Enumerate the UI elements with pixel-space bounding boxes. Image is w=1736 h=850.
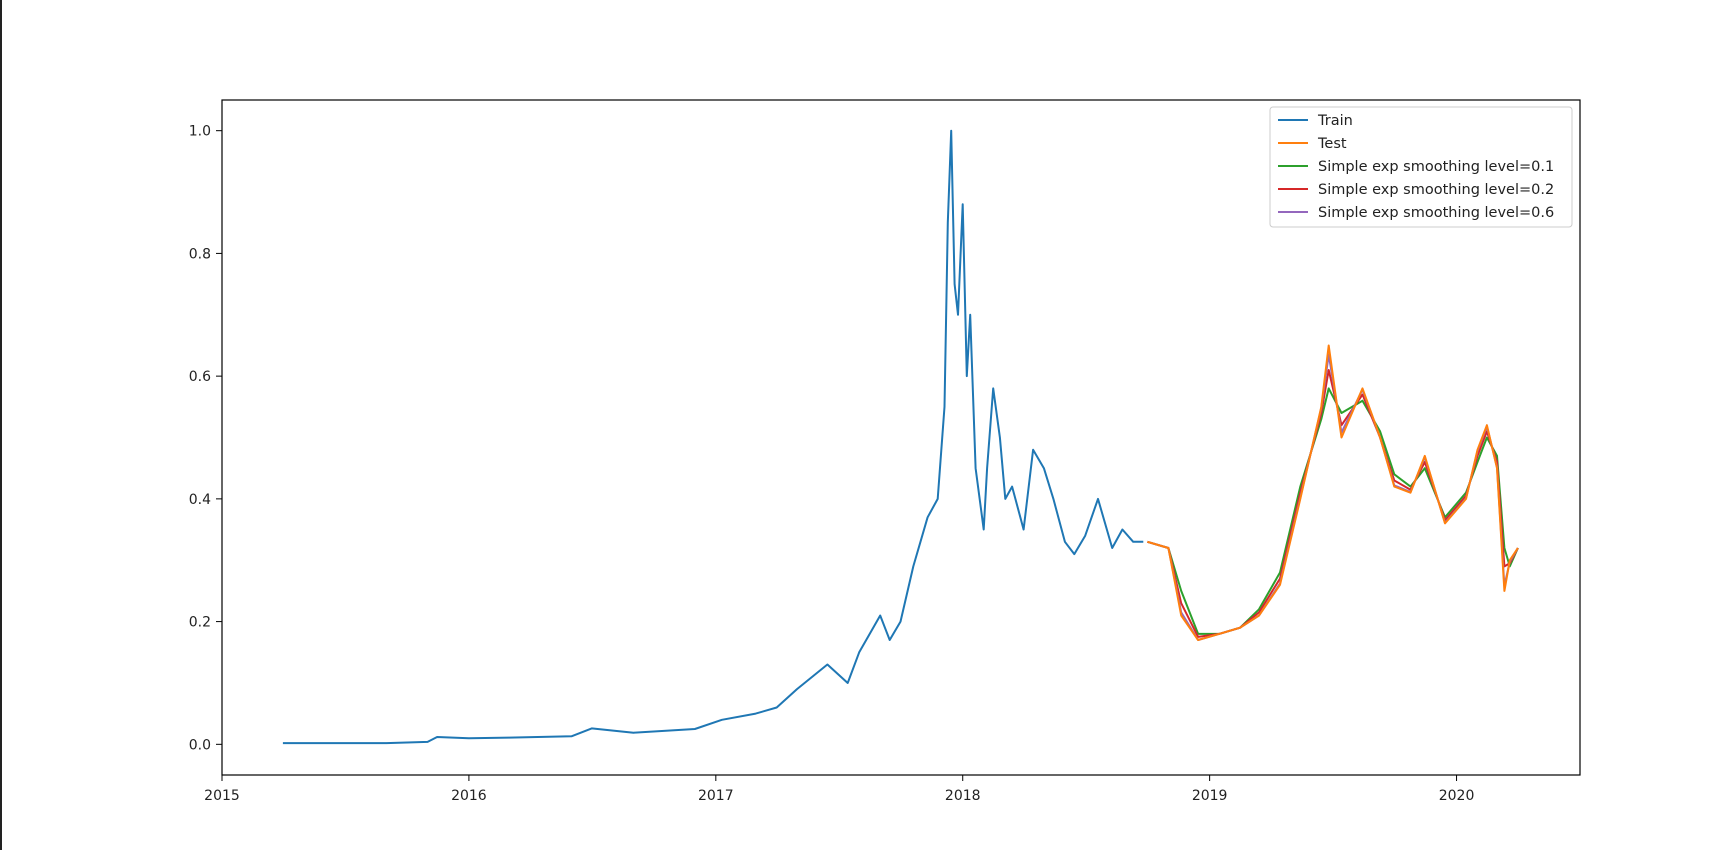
x-tick-label: 2019 <box>1192 788 1228 804</box>
y-tick-label: 0.2 <box>189 615 211 631</box>
legend: Train Test Simple exp smoothing level=0.1 S… <box>1269 106 1573 228</box>
series-lines <box>282 129 1519 745</box>
x-tick-label: 2016 <box>451 788 487 804</box>
x-tick-label: 2017 <box>698 788 734 804</box>
x-tick-label: 2020 <box>1439 788 1475 804</box>
legend-label: Test <box>1317 136 1347 152</box>
y-tick-label: 0.8 <box>189 246 211 262</box>
legend-label: Train <box>1317 113 1353 129</box>
y-tick-label: 0.0 <box>189 737 211 753</box>
window-left-edge <box>0 0 2 850</box>
y-tick-label: 0.4 <box>189 492 211 508</box>
x-tick-label: 2015 <box>204 788 240 804</box>
y-tick-label: 0.6 <box>189 369 211 385</box>
legend-box <box>1269 106 1573 228</box>
series-line-test <box>1147 344 1519 641</box>
x-axis: 2015 2016 2017 2018 2019 2020 <box>204 775 1474 804</box>
legend-label: Simple exp smoothing level=0.2 <box>1318 182 1554 198</box>
series-line-train <box>282 129 1144 745</box>
legend-label: Simple exp smoothing level=0.1 <box>1318 159 1554 175</box>
y-tick-label: 1.0 <box>189 124 211 140</box>
y-axis: 0.0 0.2 0.4 0.6 0.8 1.0 <box>189 124 222 753</box>
legend-label: Simple exp smoothing level=0.6 <box>1318 205 1554 221</box>
x-tick-label: 2018 <box>945 788 981 804</box>
